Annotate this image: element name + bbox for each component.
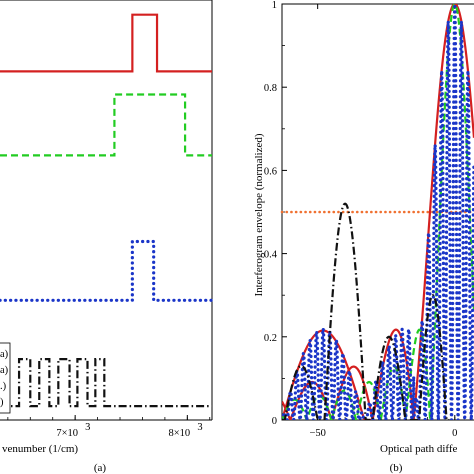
panel-b-ytick-label: 0.8	[264, 83, 277, 94]
panel-a-xtick-label: 7×10	[56, 428, 78, 439]
panel-a-xtick-exponent: 3	[85, 422, 90, 433]
panel-a: 7×10 3 8×10 3 a) a).))	[0, 0, 214, 439]
panel-b-series-blue	[282, 4, 474, 420]
panel-a-series-3	[0, 239, 214, 302]
legend-entry: a)	[0, 349, 9, 360]
legend-box	[0, 342, 11, 414]
panel-a-series-4	[0, 358, 212, 408]
panel-b-ytick-label: 0.2	[264, 333, 277, 344]
panel-b-ytick-label: 0.6	[264, 166, 277, 177]
panel-b-ylabel: Interferogram envelope (normalized)	[253, 133, 265, 296]
panel-a-legend: a) a).))	[0, 342, 11, 414]
panel-b-label: (b)	[390, 462, 403, 474]
panel-a-xtick-exponent: 3	[197, 422, 202, 433]
panel-a-xlabel: venumber (1/cm)	[2, 443, 78, 455]
panel-b-ytick-label: 1	[272, 0, 277, 11]
panel-b-ytick-label: 0.4	[264, 250, 278, 261]
panel-a-label: (a)	[94, 462, 107, 474]
legend-entry: a)	[0, 365, 9, 376]
panel-b-series-black	[282, 202, 450, 420]
panel-b-xtick-label: −50	[309, 428, 325, 439]
panel-a-xtick-label: 8×10	[168, 428, 190, 439]
legend-entry: )	[0, 397, 4, 408]
panel-b-ytick-label: 0	[272, 416, 277, 427]
panel-b-xtick-label: 0	[452, 428, 457, 439]
panel-b: 0 0.2 0.4 0.6 0.8 1 −50 0	[264, 0, 474, 439]
legend-entry: .)	[0, 381, 7, 392]
panel-a-series-1	[0, 13, 212, 73]
panel-a-series-2	[0, 93, 212, 157]
panel-b-xlabel: Optical path diffe	[380, 443, 457, 455]
